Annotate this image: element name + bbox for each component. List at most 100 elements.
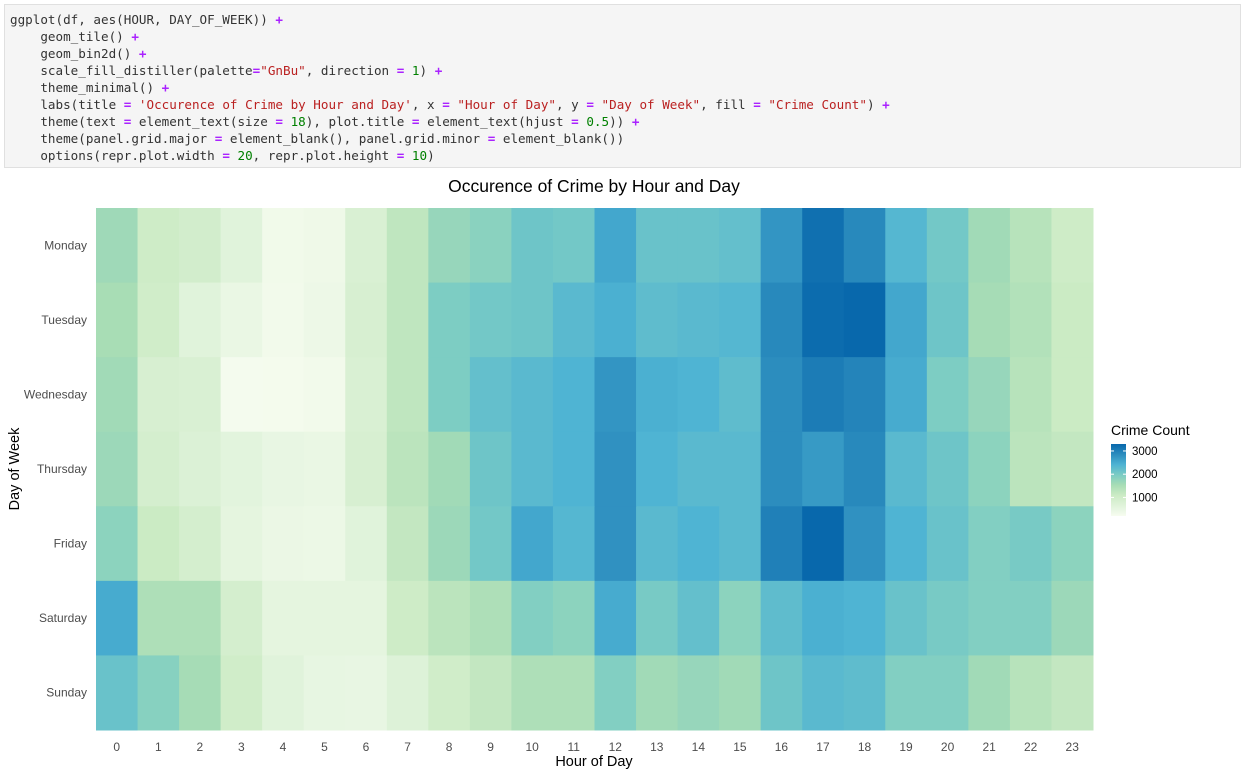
- heatmap-cell: [511, 431, 554, 507]
- heatmap-cell: [428, 282, 471, 358]
- code-token: , y: [556, 97, 587, 112]
- heatmap-cell: [179, 357, 222, 433]
- code-token: =: [252, 63, 261, 78]
- heatmap-cell: [802, 580, 845, 656]
- x-tick-label: 17: [816, 740, 830, 754]
- heatmap-cell: [179, 431, 222, 507]
- code-token: theme(text: [10, 114, 124, 129]
- x-tick-label: 8: [446, 740, 453, 754]
- code-token: "Day of Week": [601, 97, 701, 112]
- y-tick-label: Monday: [44, 238, 87, 252]
- code-token: +: [434, 63, 443, 78]
- code-token: element_text(size: [131, 114, 276, 129]
- heatmap-cell: [843, 580, 886, 656]
- heatmap-cell: [636, 580, 679, 656]
- heatmap-cell: [1009, 655, 1052, 731]
- code-token: =: [214, 131, 223, 146]
- heatmap-cell: [552, 431, 595, 507]
- heatmap-cell: [968, 431, 1011, 507]
- x-tick-label: 6: [363, 740, 370, 754]
- code-token: =: [275, 114, 283, 129]
- code-token: =: [586, 97, 594, 112]
- heatmap-cell: [843, 655, 886, 731]
- x-tick-label: 11: [567, 740, 580, 754]
- code-line: geom_tile() +: [10, 29, 139, 44]
- heatmap-cell: [552, 655, 595, 731]
- heatmap-cell: [220, 357, 263, 433]
- heatmap-cell: [262, 431, 305, 507]
- code-token: ggplot(df, aes(HOUR, DAY_OF_WEEK)): [10, 12, 276, 27]
- x-tick-label: 2: [197, 740, 204, 754]
- heatmap-cell: [469, 357, 512, 433]
- code-line: ggplot(df, aes(HOUR, DAY_OF_WEEK)) +: [10, 12, 283, 27]
- heatmap-cell: [719, 431, 762, 507]
- code-line: geom_bin2d() +: [10, 46, 147, 61]
- code-token: +: [882, 97, 890, 112]
- code-token: 1: [411, 63, 420, 78]
- code-token: =: [222, 148, 230, 163]
- heatmap-cell: [843, 208, 886, 284]
- heatmap-cell: [262, 655, 305, 731]
- heatmap-cell: [511, 580, 554, 656]
- code-token: +: [138, 46, 147, 61]
- heatmap-cell: [968, 655, 1011, 731]
- code-token: +: [631, 114, 640, 129]
- code-token: [283, 114, 291, 129]
- heatmap-cell: [719, 580, 762, 656]
- code-token: 0.5: [586, 114, 610, 129]
- heatmap-cell: [345, 655, 388, 731]
- heatmap-cell: [386, 357, 429, 433]
- heatmap-cell: [262, 357, 305, 433]
- heatmap-cell: [179, 655, 222, 731]
- y-tick-label: Sunday: [46, 686, 87, 700]
- heatmap-cell: [137, 580, 180, 656]
- code-token: scale_fill_distiller(palette: [10, 63, 253, 78]
- heatmap-cell: [96, 655, 139, 731]
- heatmap-cell: [677, 655, 720, 731]
- heatmap-cell: [511, 282, 554, 358]
- code-token: ), plot.title: [305, 114, 412, 129]
- heatmap-cell: [137, 357, 180, 433]
- heatmap-cell: [345, 357, 388, 433]
- heatmap-cell: [1009, 580, 1052, 656]
- heatmap-cell: [636, 282, 679, 358]
- code-token: element_blank()): [495, 131, 625, 146]
- x-tick-label: 16: [775, 740, 789, 754]
- heatmap-cell: [511, 357, 554, 433]
- heatmap-cell: [303, 580, 346, 656]
- x-tick-label: 1: [155, 740, 162, 754]
- x-tick-label: 21: [982, 740, 996, 754]
- heatmap-cell: [594, 431, 637, 507]
- heatmap-cell: [760, 282, 803, 358]
- code-cell[interactable]: ggplot(df, aes(HOUR, DAY_OF_WEEK)) + geo…: [4, 4, 1241, 168]
- heatmap-cell: [96, 357, 139, 433]
- heatmap-cell: [843, 506, 886, 582]
- heatmap-cell: [594, 357, 637, 433]
- heatmap-cell: [220, 431, 263, 507]
- heatmap-cell: [636, 357, 679, 433]
- y-axis-tick-labels: Monday Tuesday Wednesday Thursday Friday Satu…: [24, 238, 87, 699]
- heatmap-cell: [594, 282, 637, 358]
- heatmap-cell: [386, 431, 429, 507]
- heatmap-cell: [345, 208, 388, 284]
- heatmap-cell: [843, 357, 886, 433]
- legend: Crime Count 1000 2000 3000: [1111, 422, 1190, 516]
- heatmap-cell: [719, 208, 762, 284]
- x-tick-label: 3: [238, 740, 245, 754]
- heatmap-cell: [594, 580, 637, 656]
- heatmap-cell: [677, 580, 720, 656]
- heatmap-cell: [968, 208, 1011, 284]
- heatmap-cell: [303, 208, 346, 284]
- code-token: theme_minimal(): [10, 80, 162, 95]
- code-token: geom_bin2d(): [10, 46, 139, 61]
- heatmap-cell: [1051, 655, 1094, 731]
- heatmap-cell: [802, 506, 845, 582]
- heatmap-cell: [511, 506, 554, 582]
- legend-tick-label: 2000: [1132, 469, 1158, 481]
- heatmap-cell: [594, 506, 637, 582]
- heatmap-cell: [885, 431, 928, 507]
- heatmap-cell: [179, 580, 222, 656]
- x-tick-label: 5: [321, 740, 328, 754]
- heatmap-tiles: [96, 208, 1094, 731]
- code-editor[interactable]: ggplot(df, aes(HOUR, DAY_OF_WEEK)) + geo…: [5, 5, 1240, 164]
